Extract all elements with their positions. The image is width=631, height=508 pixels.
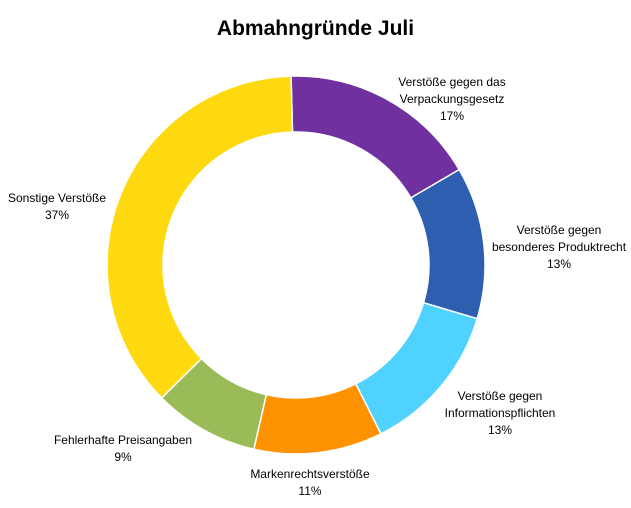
slice-percent-label: 37%: [44, 208, 70, 222]
slice-label-text: Verpackungsgesetz: [399, 92, 505, 106]
donut-slice: [409, 168, 486, 320]
donut-slice: [252, 382, 382, 455]
slice-label-text: Fehlerhafte Preisangaben: [53, 433, 193, 447]
slice-label-text: Verstöße gegen das: [398, 75, 506, 89]
slice-label-text: Verstöße gegen: [457, 389, 543, 403]
slice-label: Sonstige Verstöße 37%: [2, 190, 112, 224]
slice-percent-label: 13%: [546, 257, 572, 271]
slice-percent-label: 17%: [439, 109, 465, 123]
donut-slice: [106, 75, 294, 400]
slice-percent-label: 9%: [114, 450, 132, 464]
slice-label: Verstöße gegen besonderes Produktrecht 13%: [484, 222, 631, 273]
slice-label-text: Markenrechtsverstöße: [250, 467, 370, 481]
slice-label-text: Verstöße gegen: [516, 223, 602, 237]
slice-percent-label: 13%: [487, 423, 513, 437]
slice-percent-label: 11%: [298, 484, 322, 498]
slice-label: Fehlerhafte Preisangaben 9%: [48, 432, 198, 466]
slice-label-text: Sonstige Verstöße: [7, 191, 107, 205]
slice-label: Verstöße gegen Informationspflichten 13%: [430, 388, 570, 439]
slice-label-text: besonderes Produktrecht: [491, 240, 627, 254]
slice-label: Verstöße gegen das Verpackungsgesetz 17%: [392, 74, 512, 125]
chart-title: Abmahngründe Juli: [216, 17, 415, 40]
slice-label-text: Informationspflichten: [444, 406, 556, 420]
slice-label: Markenrechtsverstöße 11%: [240, 466, 380, 500]
